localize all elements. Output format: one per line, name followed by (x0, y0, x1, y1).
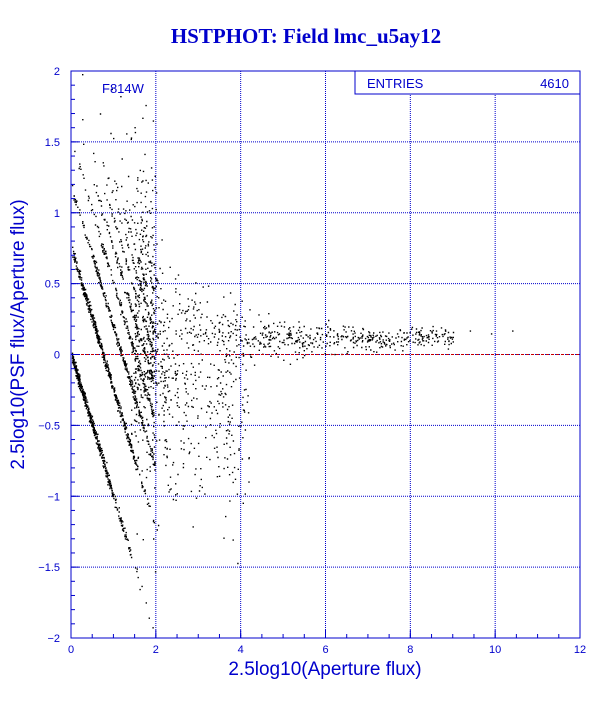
tick-labels: 0 2 4 6 8 10 12 −2 −1.5 −1 −0.5 0 0.5 1 1.5 2 (38, 66, 586, 656)
scatter-points (71, 74, 514, 629)
stats-entries-value: 4610 (540, 76, 569, 91)
axis-ticks (70, 70, 581, 639)
y-tick-label: −1 (47, 491, 60, 503)
y-tick-label: 0 (54, 350, 60, 362)
x-tick-label: 0 (68, 644, 74, 656)
x-tick-label: 2 (153, 644, 159, 656)
x-tick-label: 4 (238, 644, 244, 656)
data-points (71, 74, 514, 629)
x-tick-label: 6 (322, 644, 328, 656)
grid (71, 71, 580, 638)
y-tick-label: 1 (54, 208, 60, 220)
filter-label: F814W (102, 81, 145, 96)
y-tick-label: −2 (47, 633, 60, 645)
x-tick-label: 12 (574, 644, 586, 656)
y-tick-label: −1.5 (38, 562, 60, 574)
x-tick-label: 8 (407, 644, 413, 656)
y-tick-label: −0.5 (38, 420, 60, 432)
y-axis-label: 2.5log10(PSF flux/Aperture flux) (8, 199, 29, 469)
y-tick-label: 2 (54, 66, 60, 78)
y-tick-label: 0.5 (45, 279, 60, 291)
x-axis-label: 2.5log10(Aperture flux) (228, 659, 421, 680)
stats-box: ENTRIES 4610 (354, 70, 581, 95)
stats-entries-label: ENTRIES (367, 76, 424, 91)
x-tick-label: 10 (489, 644, 501, 656)
y-tick-label: 1.5 (45, 137, 60, 149)
stats-box-border (354, 70, 581, 95)
chart-title: HSTPHOT: Field lmc_u5ay12 (170, 24, 442, 48)
